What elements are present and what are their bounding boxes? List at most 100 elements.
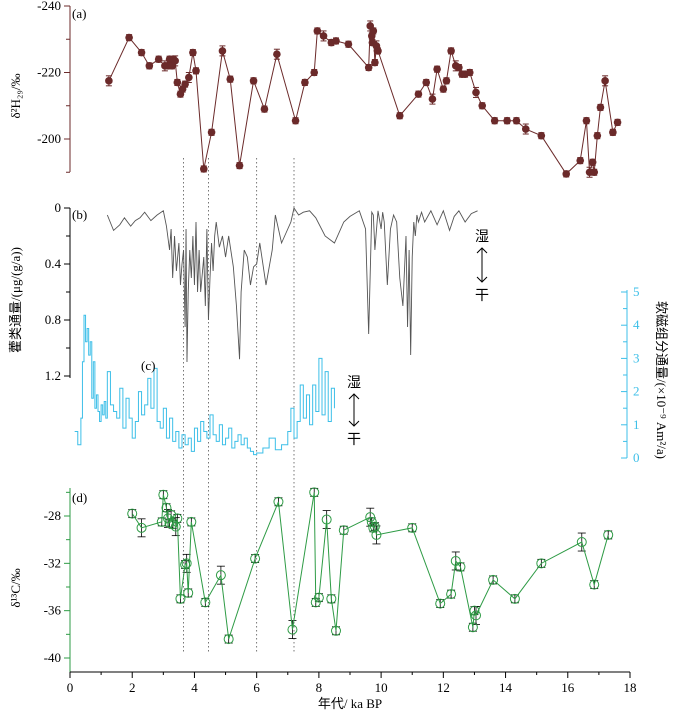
panel-a-point — [344, 40, 353, 49]
panel-d-point — [161, 502, 172, 513]
panel-d-point — [407, 522, 418, 533]
panel-a-y-ticks: -240 -220 -200 — [37, 0, 70, 173]
x-tick-label: 16 — [561, 680, 575, 695]
panel-d-series-line — [131, 492, 609, 640]
panel-b-tick-label: 0 — [55, 200, 62, 215]
x-tick-label: 2 — [129, 680, 136, 695]
reference-lines — [183, 158, 295, 654]
panel-d-point — [287, 624, 298, 635]
panel-a-point — [249, 77, 258, 85]
panel-d-point — [589, 579, 600, 590]
panel-d-point — [455, 561, 466, 572]
panel-d-point — [369, 521, 380, 532]
panel-a-point — [310, 68, 319, 77]
panel-a-point — [218, 47, 227, 55]
panel-c-tick-label: 0 — [633, 450, 640, 465]
panel-c: 0 1 2 3 4 5 (c) 软磁组分通量/(×10⁻⁹ Am²/a) 湿 干 — [74, 284, 669, 465]
panel-d-point — [170, 521, 181, 532]
panel-c-ylabel: 软磁组分通量/(×10⁻⁹ Am²/a) — [654, 301, 669, 459]
panel-d-point — [509, 593, 520, 604]
panel-a-point — [364, 63, 373, 72]
panel-a-point — [601, 77, 609, 85]
panel-d-point — [200, 597, 211, 608]
panel-b-label: (b) — [72, 207, 87, 222]
panel-a-point — [455, 63, 463, 72]
panel-c-double-arrow — [348, 393, 360, 427]
panel-d-point — [488, 574, 499, 585]
panel-a-point — [235, 161, 244, 170]
panel-d-point — [326, 593, 337, 604]
panel-d-point — [127, 508, 138, 519]
panel-a-point — [442, 77, 451, 85]
panel-a-point — [173, 78, 182, 87]
x-tick-label: 0 — [67, 680, 74, 695]
panel-a-point — [374, 47, 382, 55]
panel-d-ylabel: δ¹³C/‰ — [8, 568, 23, 607]
panel-a-tick-label: -240 — [37, 0, 61, 13]
panel-b-double-arrow — [476, 247, 488, 283]
panel-d-point — [536, 558, 547, 569]
panel-c-series-line — [74, 314, 335, 456]
panel-a-error-bars — [105, 20, 621, 178]
panel-d-point — [471, 610, 481, 621]
panel-b-ylabel: 藿类通量/(μg/(g/a)) — [8, 247, 23, 353]
panel-a-point — [395, 111, 404, 120]
panel-d-label: (d) — [72, 490, 87, 505]
panel-a-point — [596, 103, 605, 112]
panel-b-y-ticks: 0 0.4 0.8 1.2 — [45, 200, 70, 383]
panel-c-label: (c) — [141, 358, 155, 373]
x-axis: 0 2 4 6 8 10 12 14 16 18 年代/ ka BP — [67, 671, 637, 711]
panel-a-tick-label: -220 — [37, 65, 61, 80]
panel-d-point — [183, 587, 194, 598]
panel-d-point — [467, 622, 478, 633]
panel-d-tick-label: -28 — [44, 508, 61, 523]
panel-a-point — [199, 165, 208, 173]
panel-a-point — [171, 57, 179, 65]
panel-a-ylabel: δ²H₂₉/‰ — [8, 73, 23, 118]
panel-a-point — [465, 68, 474, 77]
panel-b-tick-label: 0.8 — [45, 312, 61, 327]
panel-c-y-ticks: 0 1 2 3 4 5 — [621, 284, 640, 465]
panel-a-point — [371, 58, 379, 67]
panel-a-point — [125, 33, 133, 42]
panel-d-point — [371, 529, 382, 540]
panel-a-point — [185, 73, 193, 82]
panel-c-tick-label: 4 — [633, 317, 640, 332]
panel-d-point — [313, 592, 324, 603]
panel-d-point — [158, 489, 169, 500]
panel-a-point — [503, 116, 511, 125]
panel-d-point — [365, 512, 376, 523]
panel-d-point — [136, 522, 147, 533]
panel-c-tick-label: 3 — [633, 350, 640, 365]
panel-d: -28 -32 -36 -40 (d) δ¹³C/‰ — [8, 487, 614, 672]
panel-a-point — [428, 95, 437, 103]
x-axis-label: 年代/ ka BP — [318, 696, 382, 711]
panel-a-point — [301, 78, 309, 87]
panel-d-point — [469, 605, 480, 616]
panel-a-point — [590, 168, 599, 177]
panel-d-point — [331, 625, 341, 636]
panel-a-point — [181, 80, 189, 88]
panel-b-tick-label: 1.2 — [45, 368, 61, 383]
panel-a-point — [422, 78, 431, 87]
panel-b-tick-label: 0.4 — [45, 256, 62, 271]
panel-a: -240 -220 -200 (a) δ²H₂₉/‰ — [8, 0, 622, 178]
panel-b-dry-label: 干 — [475, 289, 489, 304]
panel-d-point — [446, 589, 457, 600]
panel-a-point — [137, 48, 146, 57]
x-tick-label: 12 — [437, 680, 450, 695]
x-tick-label: 8 — [316, 680, 323, 695]
panel-d-point — [156, 516, 167, 527]
panel-b-series-line — [106, 206, 478, 363]
x-tick-label: 6 — [253, 680, 260, 695]
panel-b: 0 0.4 0.8 1.2 (b) 藿类通量/(μg/(g/a)) 湿 干 — [8, 200, 489, 383]
panel-a-point — [226, 75, 235, 83]
panel-a-point — [319, 32, 328, 40]
x-tick-label: 10 — [375, 680, 388, 695]
x-axis-ticks: 0 2 4 6 8 10 12 14 16 18 — [67, 672, 637, 695]
panel-a-point — [313, 27, 322, 35]
panel-c-tick-label: 5 — [633, 284, 640, 299]
panel-a-point — [414, 90, 423, 98]
panel-a-point — [512, 116, 521, 125]
